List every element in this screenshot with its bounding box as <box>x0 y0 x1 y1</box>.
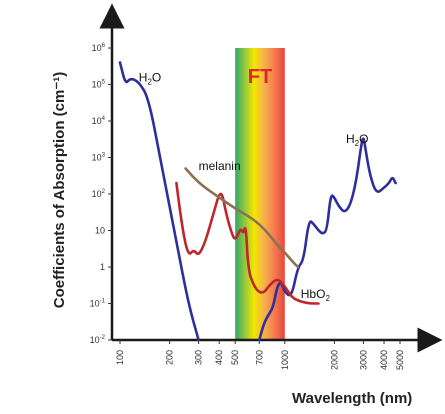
y-tick-label: 10-1 <box>90 299 106 309</box>
tick-labels: 10-2 10-1 1 10 102 103 104 105 106 100 200 300 400 50… <box>90 43 405 370</box>
x-tick-label: 400 <box>214 350 224 365</box>
y-tick-label: 105 <box>92 80 106 90</box>
series-H2O <box>118 61 397 342</box>
x-tick-label: 200 <box>165 350 175 365</box>
curve-label-HbO2: HbO2 <box>301 287 331 303</box>
x-tick-label: 500 <box>230 350 240 365</box>
series-line-H2O-0 <box>118 61 200 342</box>
x-tick-label: 2000 <box>329 350 339 370</box>
x-tick-label: 1000 <box>280 350 290 370</box>
x-axis-title: Wavelength (nm) <box>292 390 412 407</box>
series-HbO2 <box>175 181 320 305</box>
y-tick-label: 104 <box>92 116 106 126</box>
x-tick-label: 700 <box>254 350 264 365</box>
x-tick-label: 300 <box>194 350 204 365</box>
y-tick-label: 102 <box>92 189 106 199</box>
ft-band-rect <box>235 48 285 340</box>
series-line-HbO2-0 <box>175 181 320 305</box>
y-axis-title: Coefficients of Absorption (cm⁻¹) <box>51 72 68 309</box>
series-line-H2O-1 <box>258 137 397 342</box>
y-tick-label: 10-2 <box>90 335 106 345</box>
y-tick-label: 1 <box>100 262 105 272</box>
curve-label-H2O-long: H2O <box>346 132 368 148</box>
ft-band: FT <box>235 48 285 340</box>
series-layer <box>118 61 397 342</box>
x-tick-label: 5000 <box>395 350 405 370</box>
curve-label-H2O-short: H2O <box>139 71 161 87</box>
y-tick-label: 103 <box>92 153 106 163</box>
curve-label-melanin: melanin <box>199 159 241 173</box>
series-line-melanin-0 <box>184 167 300 269</box>
y-tick-label: 10 <box>95 226 105 236</box>
x-tick-label: 100 <box>115 350 125 365</box>
y-tick-label: 106 <box>92 43 106 53</box>
x-tick-label: 3000 <box>358 350 368 370</box>
ft-band-label: FT <box>248 66 272 88</box>
series-melanin <box>184 167 300 269</box>
annotations: H2O H2O melanin HbO2 <box>139 71 369 304</box>
axes <box>99 3 443 353</box>
x-tick-label: 4000 <box>379 350 389 370</box>
